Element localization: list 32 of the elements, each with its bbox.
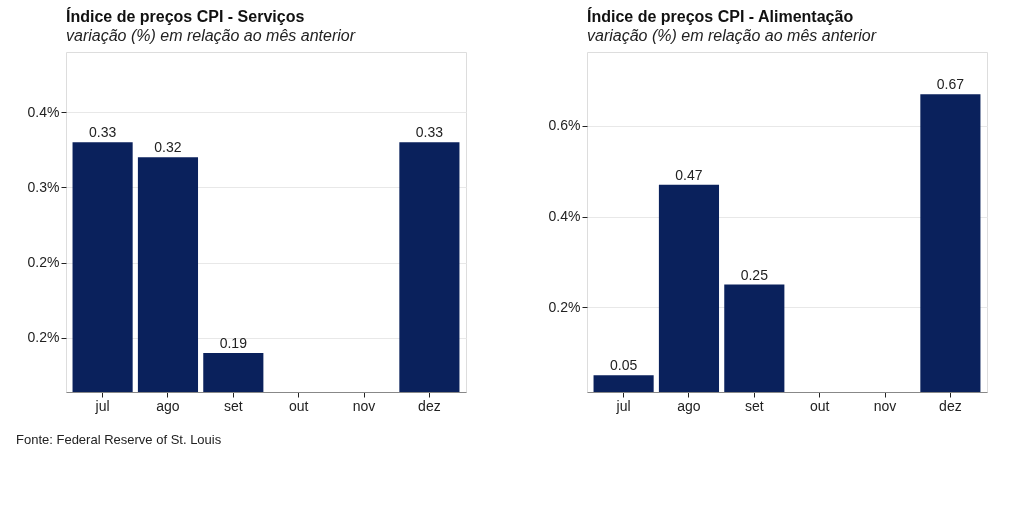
chart-subtitle: variação (%) em relação ao mês anterior <box>66 27 356 44</box>
chart-title: Índice de preços CPI - Alimentação <box>587 7 854 25</box>
chart-subtitle: variação (%) em relação ao mês anterior <box>587 27 877 44</box>
data-label: 0.05 <box>609 357 638 374</box>
x-tick-label: nov <box>873 397 897 414</box>
x-tick-label: nov <box>352 397 376 414</box>
source-note: Fonte: Federal Reserve of St. Louis <box>16 432 222 447</box>
y-tick-label: 0.6% <box>548 117 581 134</box>
data-label: 0.33 <box>415 124 444 141</box>
x-tick-label: dez <box>939 397 962 414</box>
y-tick-label: 0.4% <box>548 208 581 225</box>
x-tick-label: ago <box>677 397 701 414</box>
y-tick-label: 0.2% <box>27 329 60 346</box>
x-tick-label: ago <box>156 397 180 414</box>
x-tick-label: out <box>288 397 309 414</box>
data-label: 0.25 <box>740 266 769 283</box>
x-tick-label: set <box>744 397 764 414</box>
x-tick-label: set <box>223 397 243 414</box>
data-label: 0.33 <box>88 124 117 141</box>
x-tick-label: out <box>809 397 830 414</box>
x-tick-label: dez <box>418 397 441 414</box>
data-label: 0.47 <box>675 166 703 183</box>
data-label: 0.32 <box>154 139 182 156</box>
x-tick-label: jul <box>94 397 110 414</box>
y-tick-label: 0.4% <box>27 103 60 120</box>
y-tick-label: 0.2% <box>548 298 581 315</box>
data-label: 0.67 <box>936 76 965 93</box>
y-tick-label: 0.2% <box>27 254 60 271</box>
y-tick-label: 0.3% <box>27 178 60 195</box>
chart-title: Índice de preços CPI - Serviços <box>66 7 305 25</box>
data-label: 0.19 <box>219 334 248 351</box>
x-tick-label: jul <box>615 397 631 414</box>
